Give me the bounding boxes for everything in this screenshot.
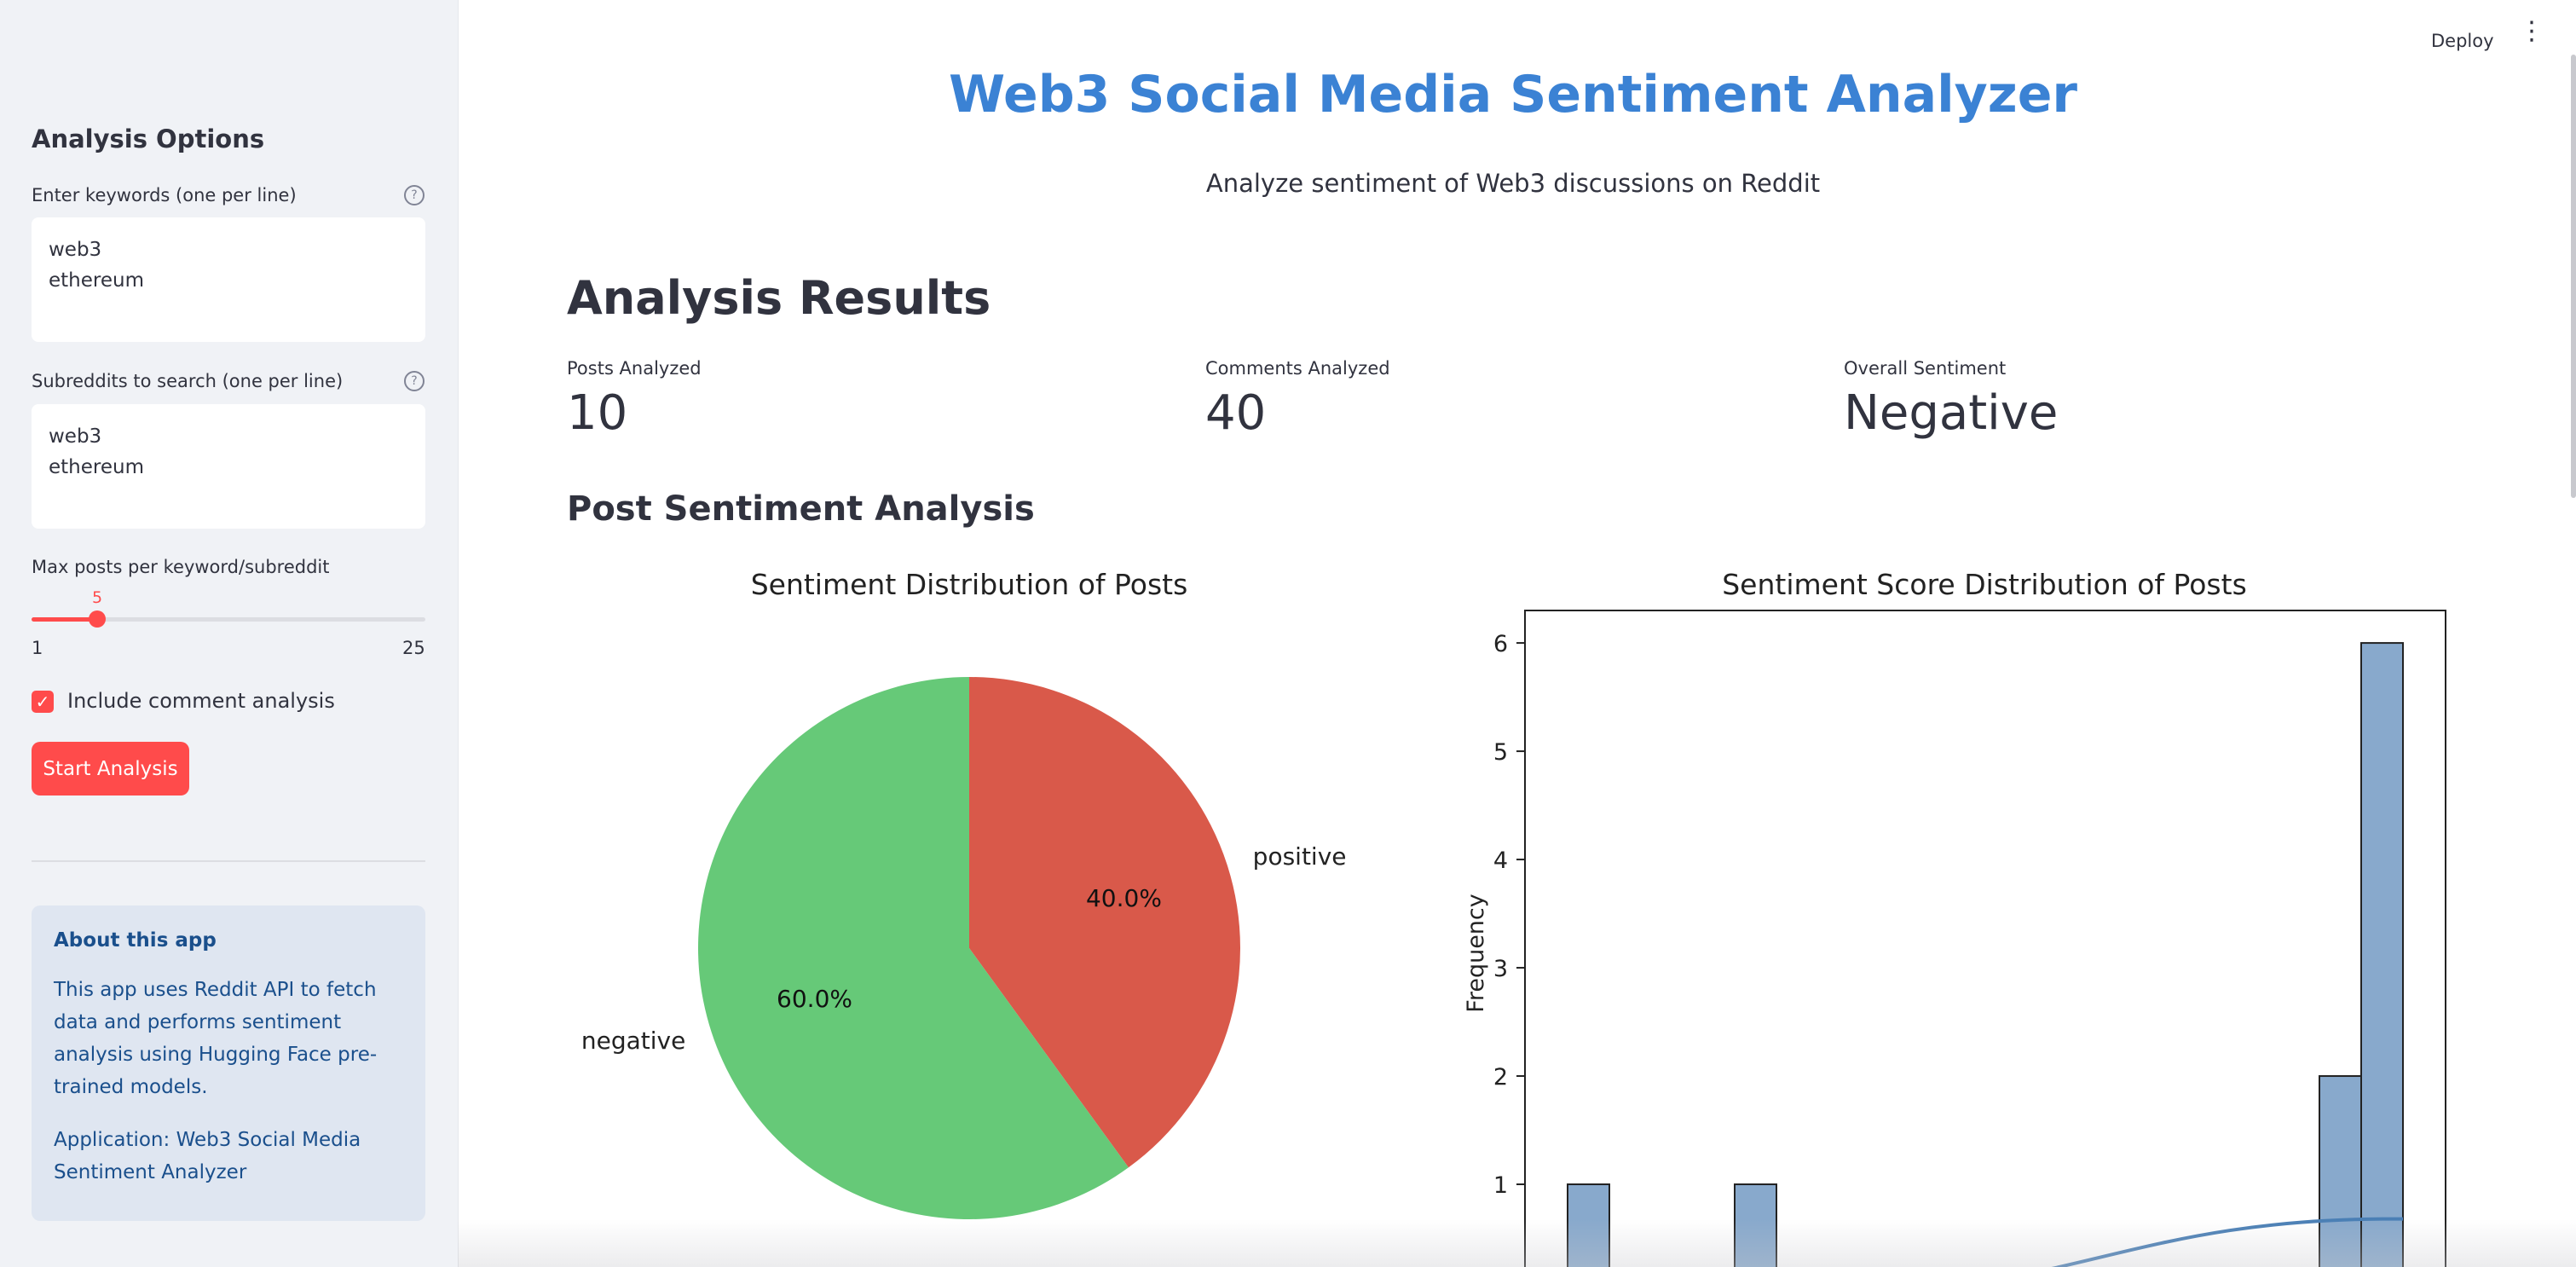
max-posts-slider[interactable]: 5 [32,588,425,628]
max-posts-label: Max posts per keyword/subreddit [32,557,330,577]
slider-min-label: 1 [32,638,43,658]
results-heading: Analysis Results [567,271,991,325]
hist-bar [1734,1183,1777,1267]
pie-title: Sentiment Distribution of Posts [751,568,1188,601]
hist-ytick-label: 2 [1493,1064,1508,1091]
hist-ylabel: Frequency [1463,894,1489,1013]
subreddits-input[interactable]: web3 ethereum [32,404,425,529]
hist-axes-frame [1524,610,2446,1267]
sidebar: Analysis Options Enter keywords (one per… [0,0,459,1267]
pie-slice-negative [698,677,1129,1219]
slider-fill [32,617,97,622]
help-circle-icon[interactable]: ? [404,185,425,205]
pie-label-negative: negative [581,1027,685,1055]
help-circle-icon[interactable]: ? [404,371,425,391]
start-analysis-button[interactable]: Start Analysis [32,742,189,795]
post-sentiment-heading: Post Sentiment Analysis [567,489,1035,529]
about-body: This app uses Reddit API to fetch data a… [54,979,378,1098]
check-icon: ✓ [35,691,50,712]
sidebar-divider [32,860,425,862]
hist-ytick-label: 3 [1493,956,1508,982]
deploy-button[interactable]: Deploy [2431,31,2494,51]
about-info-box: About this app This app uses Reddit API … [32,905,425,1221]
metric-label-comments: Comments Analyzed [1205,358,1390,379]
more-vertical-icon[interactable]: ⋮ [2519,16,2544,46]
hist-ytick-label: 5 [1493,739,1508,766]
hist-ytick-label: 4 [1493,848,1508,874]
bottom-fade [458,1219,2576,1267]
slider-thumb[interactable] [88,610,106,628]
page-title: Web3 Social Media Sentiment Analyzer [948,65,2077,124]
pie-pct-negative: 60.0% [777,985,852,1013]
scrollbar[interactable] [2571,55,2576,498]
metric-value-sentiment: Negative [1844,385,2059,441]
hist-title: Sentiment Score Distribution of Posts [1722,568,2247,601]
hist-ytick-label: 6 [1493,631,1508,657]
include-comments-checkbox[interactable]: ✓ [32,691,54,713]
kde-line [2051,1217,2404,1267]
metric-value-comments: 40 [1205,385,1267,441]
keywords-input[interactable]: web3 ethereum [32,217,425,342]
page-subtitle: Analyze sentiment of Web3 discussions on… [1205,169,1821,198]
subreddits-label: Subreddits to search (one per line) [32,371,344,391]
pie-label-positive: positive [1253,842,1347,871]
sentiment-histogram: Sentiment Score Distribution of Posts Fr… [1463,568,2446,1267]
hist-ytick-label: 1 [1493,1172,1508,1199]
pie-pct-positive: 40.0% [1086,884,1162,912]
about-title: About this app [54,929,217,952]
metric-label-posts: Posts Analyzed [567,358,702,379]
sentiment-pie-chart: Sentiment Distribution of Posts 40.0% 60… [581,568,1347,1219]
metric-value-posts: 10 [567,385,628,441]
pie-slice-positive [969,677,1240,1168]
slider-max-label: 25 [402,638,425,658]
hist-bar [2360,642,2404,1267]
metric-label-sentiment: Overall Sentiment [1844,358,2007,379]
slider-value: 5 [91,588,103,607]
sidebar-heading: Analysis Options [32,124,265,153]
hist-bar [1567,1183,1610,1267]
about-application: Application: Web3 Social Media Sentiment… [54,1129,361,1183]
keywords-label: Enter keywords (one per line) [32,185,297,205]
include-comments-label: Include comment analysis [67,689,335,713]
